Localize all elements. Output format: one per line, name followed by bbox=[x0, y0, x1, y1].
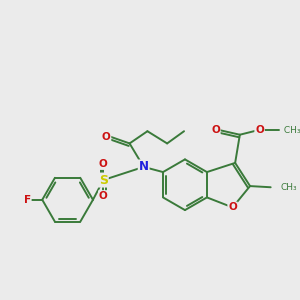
Text: O: O bbox=[99, 191, 108, 201]
Text: CH₃: CH₃ bbox=[281, 125, 300, 134]
Text: S: S bbox=[99, 173, 108, 187]
Text: N: N bbox=[139, 160, 149, 173]
Text: O: O bbox=[211, 125, 220, 135]
Text: F: F bbox=[24, 195, 31, 205]
Text: O: O bbox=[102, 132, 110, 142]
Text: O: O bbox=[228, 202, 237, 212]
Text: CH₃: CH₃ bbox=[280, 183, 297, 192]
Text: O: O bbox=[99, 159, 108, 169]
Text: O: O bbox=[255, 125, 264, 135]
